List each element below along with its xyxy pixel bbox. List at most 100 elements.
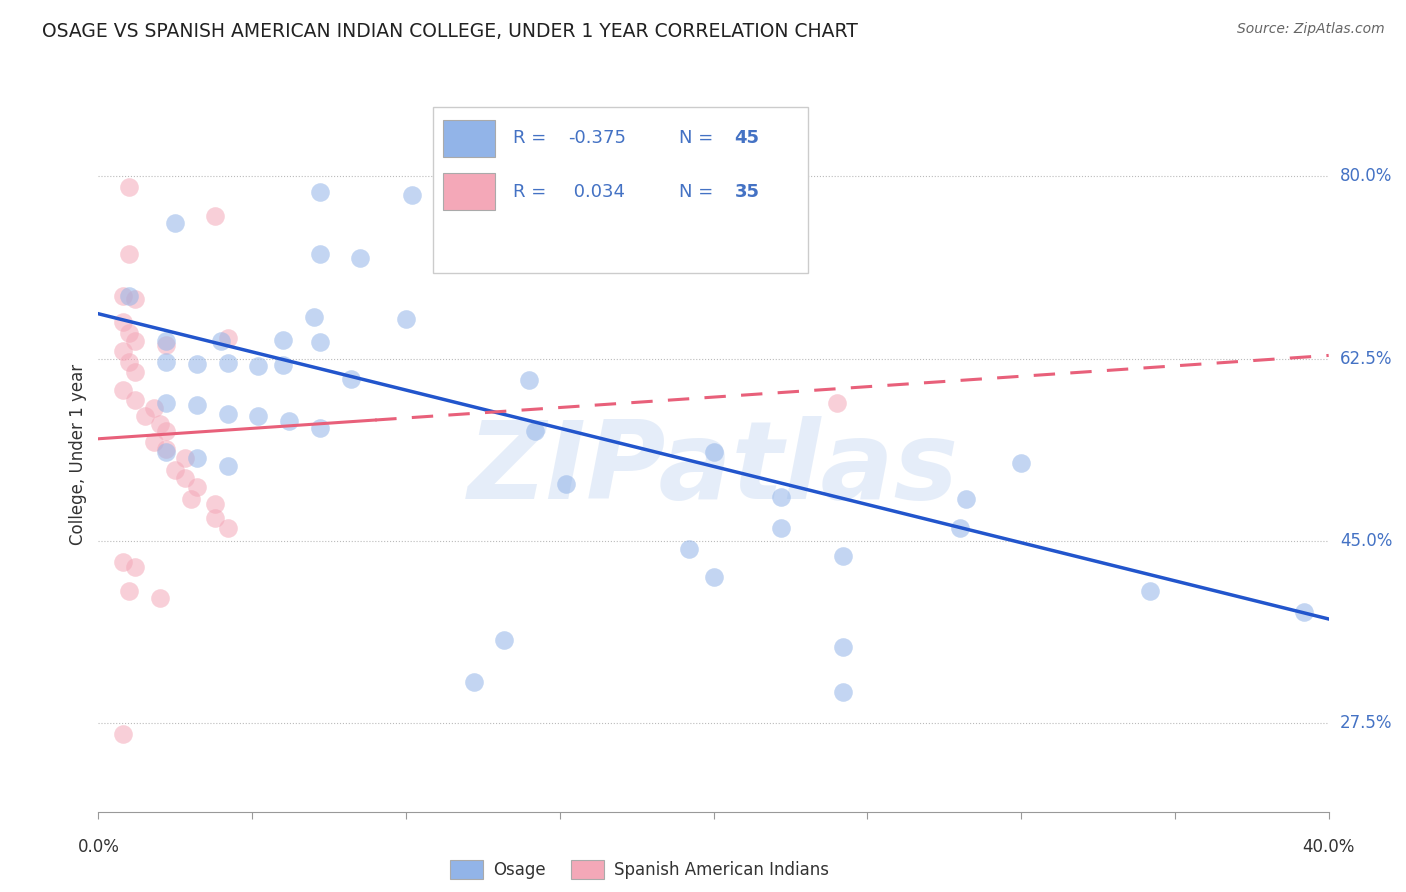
Point (949, 521, 972, 535)
Point (112, 726, 135, 740)
Point (118, 247, 141, 261)
Point (142, 401, 165, 415)
FancyBboxPatch shape (433, 107, 808, 273)
Point (112, 289, 135, 303)
Text: 27.5%: 27.5% (1340, 714, 1392, 732)
Point (112, 344, 135, 359)
Point (770, 521, 793, 535)
Point (217, 521, 239, 535)
Point (118, 326, 141, 340)
Point (124, 365, 146, 379)
Point (831, 549, 853, 564)
Point (247, 359, 270, 373)
Text: 35: 35 (734, 183, 759, 201)
Point (211, 334, 233, 348)
Point (1010, 456, 1032, 470)
Point (217, 458, 239, 473)
Point (217, 356, 239, 370)
Text: N =: N = (679, 129, 718, 147)
Point (401, 188, 423, 202)
Point (204, 209, 226, 223)
Point (339, 372, 361, 386)
Point (155, 338, 177, 352)
Text: 62.5%: 62.5% (1340, 350, 1392, 368)
Point (309, 185, 332, 199)
Point (186, 357, 208, 371)
Point (703, 445, 725, 459)
Point (217, 407, 239, 421)
Text: R =: R = (513, 183, 553, 201)
Point (309, 421, 332, 435)
Point (134, 409, 156, 423)
Point (155, 334, 177, 348)
Point (155, 354, 177, 368)
Point (524, 425, 547, 439)
Y-axis label: College, Under 1 year: College, Under 1 year (69, 364, 87, 546)
Point (831, 640, 853, 654)
Point (517, 373, 540, 387)
Text: R =: R = (513, 129, 553, 147)
Point (180, 492, 202, 507)
Point (1294, 605, 1316, 619)
Point (118, 179, 141, 194)
Point (149, 591, 172, 606)
Text: -0.375: -0.375 (568, 129, 627, 147)
Legend: Osage, Spanish American Indians: Osage, Spanish American Indians (443, 853, 837, 886)
Text: 0.034: 0.034 (568, 183, 626, 201)
Point (770, 490, 793, 504)
Text: OSAGE VS SPANISH AMERICAN INDIAN COLLEGE, UNDER 1 YEAR CORRELATION CHART: OSAGE VS SPANISH AMERICAN INDIAN COLLEGE… (42, 22, 858, 41)
Point (186, 399, 208, 413)
Point (678, 542, 700, 557)
Point (149, 417, 172, 432)
Point (349, 251, 371, 265)
Point (124, 560, 146, 574)
Point (165, 216, 187, 230)
Point (155, 396, 177, 410)
Point (112, 555, 135, 569)
Point (124, 334, 146, 348)
Point (155, 445, 177, 459)
Point (309, 334, 332, 349)
Point (554, 476, 576, 491)
Point (186, 450, 208, 465)
Point (204, 511, 226, 525)
Point (463, 674, 485, 689)
FancyBboxPatch shape (443, 120, 495, 157)
Point (112, 383, 135, 397)
Text: 40.0%: 40.0% (1302, 838, 1355, 856)
Point (155, 442, 177, 457)
Point (118, 354, 141, 368)
Point (118, 583, 141, 598)
Point (703, 570, 725, 584)
Point (173, 471, 195, 485)
Point (309, 247, 332, 261)
Point (831, 685, 853, 699)
Point (278, 414, 301, 428)
Point (165, 463, 187, 477)
Point (124, 393, 146, 408)
Text: 45.0%: 45.0% (1340, 532, 1392, 549)
Point (271, 333, 294, 347)
FancyBboxPatch shape (443, 173, 495, 211)
Point (271, 358, 294, 372)
Point (173, 450, 195, 465)
Point (186, 480, 208, 494)
Point (825, 396, 848, 410)
Text: ZIPatlas: ZIPatlas (468, 417, 959, 522)
Text: 0.0%: 0.0% (77, 838, 120, 856)
Point (494, 632, 516, 647)
Point (118, 289, 141, 303)
Text: 80.0%: 80.0% (1340, 168, 1392, 186)
Point (217, 331, 239, 345)
Text: 45: 45 (734, 129, 759, 147)
Point (142, 434, 165, 449)
Text: N =: N = (679, 183, 718, 201)
Point (955, 492, 977, 507)
Point (155, 425, 177, 439)
Point (247, 409, 270, 423)
Point (124, 292, 146, 306)
Point (302, 310, 325, 324)
Point (395, 312, 418, 326)
Text: Source: ZipAtlas.com: Source: ZipAtlas.com (1237, 22, 1385, 37)
Point (1139, 583, 1161, 598)
